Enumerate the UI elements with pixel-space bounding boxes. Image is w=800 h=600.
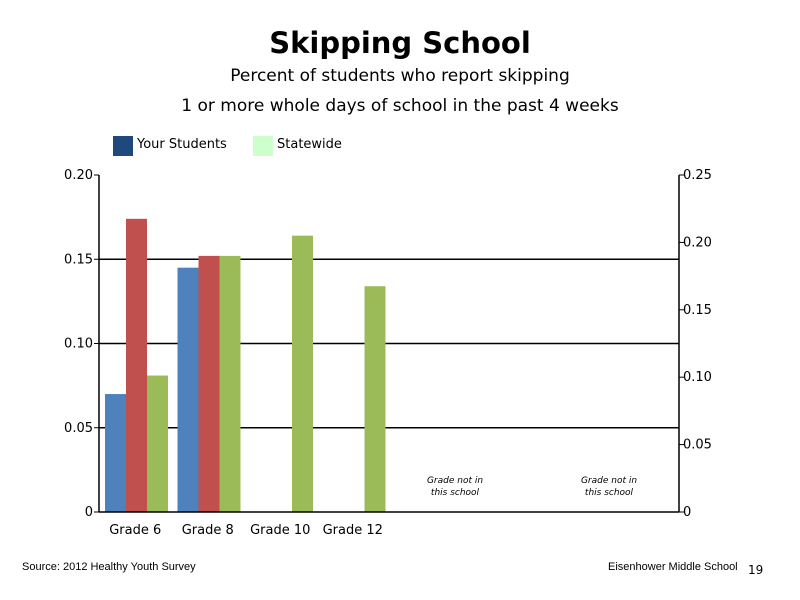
y-tick-label-right: 0.05 (683, 438, 712, 453)
y-tick-label-right: 0.10 (683, 370, 712, 385)
y-tick-label-right: 0.15 (683, 303, 712, 318)
page-number: 19 (748, 563, 764, 577)
x-tick-label: Grade 6 (109, 523, 161, 538)
bar (364, 286, 386, 512)
y-tick-label-left: 0.05 (64, 421, 93, 436)
legend-swatch-statewide (253, 136, 273, 156)
bar (219, 255, 241, 512)
y-tick-label-right: 0.20 (683, 235, 712, 250)
empty-slot-note: this school (431, 488, 480, 498)
bar (198, 255, 220, 512)
school-name: Eisenhower Middle School (608, 561, 738, 573)
empty-slot-note: Grade not in (581, 476, 637, 486)
legend-label-your-students: Your Students (137, 137, 227, 152)
y-tick-label-right: 0 (683, 505, 691, 520)
empty-slot-note: Grade not in (427, 476, 483, 486)
legend-swatch-your-students (113, 136, 133, 156)
x-tick-label: Grade 10 (250, 523, 310, 538)
y-tick-label-left: 0.15 (64, 252, 93, 267)
legend-label-statewide: Statewide (277, 137, 342, 152)
bar (126, 218, 147, 512)
y-tick-label-left: 0.20 (64, 168, 93, 183)
bar (105, 394, 126, 512)
chart-subtitle-line-2: 1 or more whole days of school in the pa… (181, 96, 619, 116)
x-tick-label: Grade 8 (182, 523, 234, 538)
chart-subtitle-line-1: Percent of students who report skipping (230, 66, 570, 86)
y-tick-label-right: 0.25 (683, 168, 712, 183)
source-note: Source: 2012 Healthy Youth Survey (22, 561, 196, 573)
chart-title: Skipping School (269, 26, 531, 60)
empty-slot-note: this school (585, 488, 634, 498)
bar (292, 235, 313, 512)
y-tick-label-left: 0 (85, 505, 93, 520)
x-tick-label: Grade 12 (323, 523, 383, 538)
bar (177, 267, 199, 512)
bar (147, 375, 168, 512)
y-tick-label-left: 0.10 (64, 337, 93, 352)
